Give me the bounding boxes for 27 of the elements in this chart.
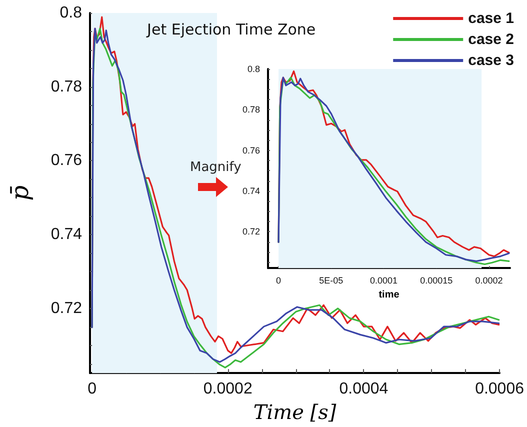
legend-label: case 3	[468, 52, 514, 69]
x-axis-title: time	[378, 290, 400, 300]
x-tick-label: 0.0002	[203, 380, 252, 398]
y-axis-title: p̄	[6, 185, 34, 201]
x-tick-label: 0.00015	[420, 276, 453, 286]
y-tick-label: 0.78	[50, 78, 82, 96]
legend-label: case 1	[468, 10, 514, 27]
x-tick-label: 0.0004	[339, 380, 388, 398]
x-tick-label: 0.0002	[475, 276, 503, 286]
x-axis-title: Time [s]	[253, 400, 336, 424]
y-tick-label: 0.76	[242, 145, 260, 156]
y-tick-label: 0.76	[50, 152, 82, 170]
y-tick-label: 0.74	[50, 226, 82, 244]
annotation: Magnify	[190, 160, 242, 175]
y-tick-label: 0.74	[242, 186, 260, 196]
x-tick-label: 0.0001	[370, 276, 398, 286]
y-tick-label: 0.8	[60, 4, 82, 22]
y-tick-label: 0.72	[242, 226, 260, 237]
x-tick-label: 0.0006	[475, 380, 524, 398]
x-tick-label: 5E-05	[319, 276, 344, 286]
x-tick-label: 0	[88, 380, 97, 398]
legend-label: case 2	[468, 31, 514, 48]
band-label: Jet Ejection Time Zone	[146, 20, 316, 38]
x-tick-label: 0	[276, 276, 282, 286]
y-tick-label: 0.8	[247, 64, 260, 74]
y-tick-label: 0.78	[242, 104, 260, 115]
y-tick-label: 0.72	[50, 300, 82, 317]
